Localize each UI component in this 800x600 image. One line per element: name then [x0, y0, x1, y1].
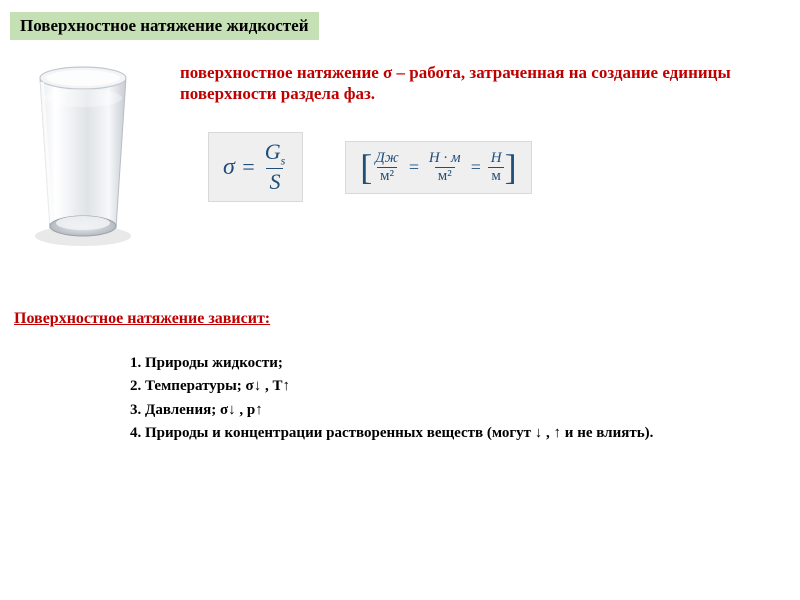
main-formula: σ = Gs S: [208, 132, 303, 202]
glass-illustration: [18, 58, 148, 248]
list-item: 1. Природы жидкости;: [130, 352, 653, 375]
dim-frac-1: Дж м²: [372, 150, 402, 185]
formula-num-var: G: [265, 139, 281, 164]
dim-frac-3: Н м: [488, 150, 505, 185]
dimension-formula: [ Дж м² = Н · м м² = Н м ]: [345, 141, 531, 194]
dim-eq-1: =: [408, 157, 420, 178]
list-item: 4. Природы и концентрации растворенных в…: [130, 422, 653, 445]
list-item: 3. Давления; σ↓ , p↑: [130, 399, 653, 422]
formula-num-sub: s: [281, 153, 286, 167]
page-title-banner: Поверхностное натяжение жидкостей: [10, 12, 319, 40]
glass-icon: [18, 58, 148, 248]
list-item: 2. Температуры; σ↓ , T↑: [130, 375, 653, 398]
page-title-text: Поверхностное натяжение жидкостей: [20, 16, 309, 35]
formula-row: σ = Gs S [ Дж м² = Н · м м² = Н м ]: [208, 132, 532, 202]
depends-heading: Поверхностное натяжение зависит:: [14, 310, 270, 328]
left-bracket: [: [360, 153, 372, 182]
formula-den: S: [266, 168, 283, 193]
formula-eq: =: [241, 154, 256, 180]
formula-fraction: Gs S: [262, 141, 289, 193]
depends-list: 1. Природы жидкости; 2. Температуры; σ↓ …: [130, 352, 653, 445]
definition-text: поверхностное натяжение σ – работа, затр…: [180, 62, 770, 105]
formula-lhs: σ: [223, 154, 235, 181]
dim-frac-2: Н · м м²: [426, 150, 464, 185]
right-bracket: ]: [505, 153, 517, 182]
dim-eq-2: =: [470, 157, 482, 178]
